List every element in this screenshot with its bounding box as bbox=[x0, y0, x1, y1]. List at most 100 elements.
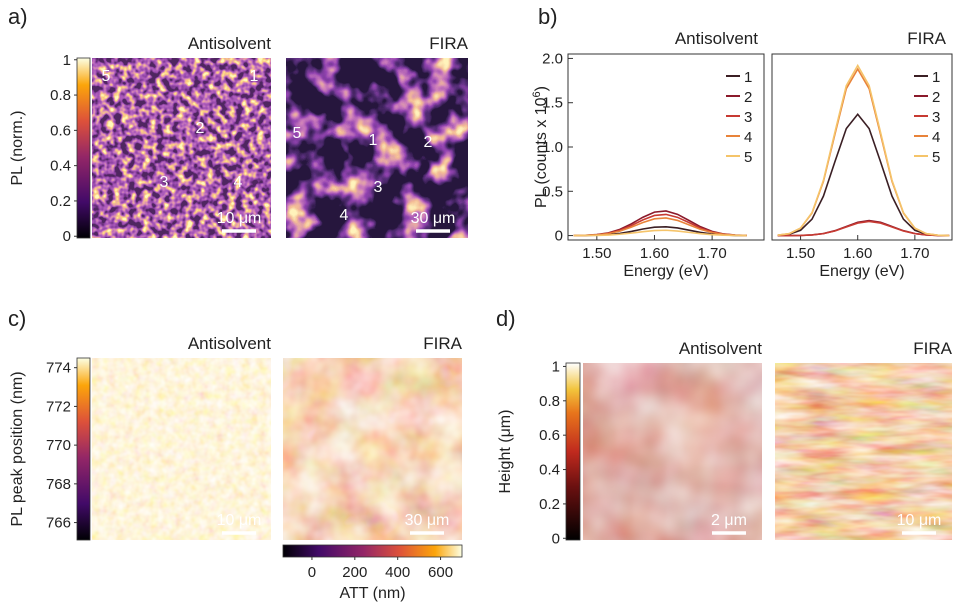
series-line bbox=[777, 63, 950, 237]
y-axis-label-text: PL (counts x 10 bbox=[533, 97, 550, 208]
colorbar-tick-label: 766 bbox=[46, 515, 71, 532]
legend-label: 4 bbox=[932, 129, 940, 146]
colorbar-label: ATT (nm) bbox=[339, 585, 405, 602]
map-marker: 1 bbox=[250, 68, 259, 85]
map-title: FIRA bbox=[429, 34, 468, 53]
colorbar-tick-label: 0 bbox=[308, 564, 316, 581]
map-marker: 5 bbox=[293, 125, 302, 142]
series-line bbox=[777, 112, 950, 237]
colorbar-tick-label: 774 bbox=[46, 360, 71, 377]
legend-label: 3 bbox=[744, 109, 752, 126]
y-axis-label: PL (counts x 106) bbox=[531, 86, 550, 208]
panel-label: a) bbox=[8, 4, 28, 29]
x-tick-label: 1.50 bbox=[786, 245, 815, 262]
x-tick-label: 1.50 bbox=[582, 245, 611, 262]
colorbar-tick-label: 0.8 bbox=[539, 393, 560, 410]
map-marker: 1 bbox=[369, 132, 378, 149]
map-image bbox=[775, 363, 952, 540]
plot-frame bbox=[771, 53, 953, 241]
scale-bar-label: 30 μm bbox=[405, 512, 450, 529]
plot-frame bbox=[567, 53, 765, 241]
map-marker: 2 bbox=[196, 120, 205, 137]
map-title: Antisolvent bbox=[188, 34, 271, 53]
map-marker: 3 bbox=[160, 174, 169, 191]
legend-label: 4 bbox=[744, 129, 752, 146]
colorbar-label: PL (norm.) bbox=[9, 111, 26, 186]
y-tick-label: 0 bbox=[555, 228, 563, 245]
map-marker: 5 bbox=[102, 68, 111, 85]
map-image bbox=[283, 358, 462, 540]
map-title: Antisolvent bbox=[679, 339, 762, 358]
y-axis-label-exponent: 6 bbox=[531, 91, 543, 97]
y-axis-label-end: ) bbox=[533, 86, 550, 91]
legend-label: 2 bbox=[932, 89, 940, 106]
scale-bar-label: 30 μm bbox=[411, 210, 456, 227]
series-line bbox=[573, 229, 747, 237]
colorbar-tick-label: 200 bbox=[342, 564, 367, 581]
map-image bbox=[92, 358, 271, 540]
colorbar-label: PL peak position (nm) bbox=[9, 371, 26, 526]
colorbar-tick-label: 1 bbox=[552, 358, 560, 375]
series-line bbox=[777, 220, 950, 237]
x-tick-label: 1.70 bbox=[698, 245, 727, 262]
scale-bar-label: 10 μm bbox=[897, 512, 942, 529]
colorbar-label: Height (μm) bbox=[497, 410, 514, 494]
colorbar-tick-label: 0.4 bbox=[539, 462, 560, 479]
scale-bar-label: 10 μm bbox=[217, 512, 262, 529]
colorbar-tick-label: 768 bbox=[46, 476, 71, 493]
map-title: Antisolvent bbox=[188, 334, 271, 353]
series-line bbox=[573, 217, 747, 237]
x-axis-label: Energy (eV) bbox=[623, 263, 708, 280]
map-marker: 3 bbox=[374, 179, 383, 196]
y-tick-label: 2.0 bbox=[542, 50, 563, 67]
scale-bar-label: 10 μm bbox=[217, 210, 262, 227]
panel-label: c) bbox=[8, 306, 26, 331]
map-marker: 2 bbox=[424, 134, 433, 151]
legend-label: 3 bbox=[932, 109, 940, 126]
colorbar-tick-label: 0 bbox=[552, 530, 560, 547]
series-line bbox=[573, 213, 747, 237]
legend-label: 2 bbox=[744, 89, 752, 106]
legend-label: 5 bbox=[932, 149, 940, 166]
map-marker: 4 bbox=[340, 207, 349, 224]
map-marker: 4 bbox=[234, 174, 243, 191]
x-tick-label: 1.60 bbox=[640, 245, 669, 262]
map-title: FIRA bbox=[423, 334, 462, 353]
y-tick-label: 1.0 bbox=[542, 139, 563, 156]
legend-label: 5 bbox=[744, 149, 752, 166]
colorbar-tick-label: 400 bbox=[385, 564, 410, 581]
colorbar-tick-label: 0.6 bbox=[50, 122, 71, 139]
scale-bar-label: 2 μm bbox=[711, 512, 747, 529]
panel-label: b) bbox=[538, 4, 558, 29]
legend-label: 1 bbox=[744, 69, 752, 86]
panel-label: d) bbox=[496, 306, 516, 331]
x-tick-label: 1.60 bbox=[843, 245, 872, 262]
colorbar-tick-label: 0.8 bbox=[50, 87, 71, 104]
colorbar-tick-label: 1 bbox=[63, 52, 71, 69]
x-tick-label: 1.70 bbox=[900, 245, 929, 262]
colorbar-tick-label: 600 bbox=[428, 564, 453, 581]
colorbar-tick-label: 0.6 bbox=[539, 427, 560, 444]
colorbar bbox=[565, 362, 581, 541]
x-axis-label: Energy (eV) bbox=[819, 263, 904, 280]
colorbar-tick-label: 0.4 bbox=[50, 158, 71, 175]
colorbar bbox=[282, 544, 463, 558]
map-image bbox=[583, 363, 762, 540]
colorbar-tick-label: 0 bbox=[63, 228, 71, 245]
y-tick-label: 1.5 bbox=[542, 95, 563, 112]
map-image bbox=[286, 58, 468, 238]
colorbar-tick-label: 770 bbox=[46, 437, 71, 454]
chart-title: FIRA bbox=[907, 29, 946, 48]
legend-label: 1 bbox=[932, 69, 940, 86]
chart-title: Antisolvent bbox=[675, 29, 758, 48]
colorbar bbox=[76, 57, 91, 239]
colorbar-tick-label: 772 bbox=[46, 398, 71, 415]
series-line bbox=[777, 67, 950, 237]
map-image bbox=[92, 58, 271, 238]
y-tick-label: 0.5 bbox=[542, 183, 563, 200]
map-title: FIRA bbox=[913, 339, 952, 358]
colorbar-tick-label: 0.2 bbox=[50, 193, 71, 210]
colorbar-tick-label: 0.2 bbox=[539, 496, 560, 513]
